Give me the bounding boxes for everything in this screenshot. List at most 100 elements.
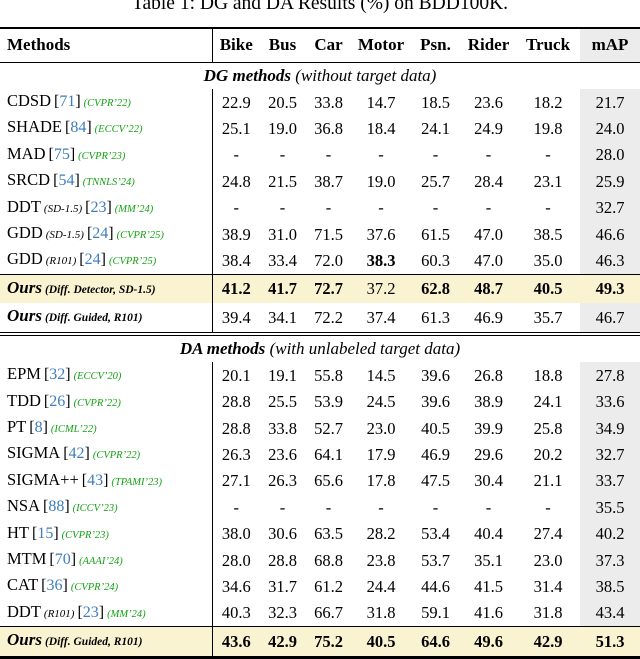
method-cell: GDD (SD-1.5) [24] (CVPR’25) [0, 221, 212, 247]
value-cell: 25.1 [211, 115, 260, 142]
value-cell: 23.0 [533, 550, 563, 570]
citation-link[interactable]: [75] [49, 146, 76, 163]
method-name: SIGMA [7, 443, 61, 463]
value-cell: 37.2 [352, 274, 410, 304]
value-cell: 40.3 [211, 599, 260, 627]
value-cell: 55.8 [314, 365, 343, 385]
table-row: CAT [36] (CVPR’24) 34.6 31.7 61.2 24.4 44.6 41.… [0, 573, 640, 600]
table-row: NSA [88] (ICCV’23) - - - - - - -35.5 [0, 494, 640, 521]
value-cell: 26.8 [474, 365, 503, 385]
citation-link[interactable]: [23] [77, 604, 104, 621]
method-cell: Ours (Diff. Guided, R101) [0, 303, 212, 332]
value-cell: - [325, 198, 332, 218]
bracket-close: ] [70, 551, 77, 569]
method-variant: (Diff. Guided, R101) [44, 636, 143, 649]
citation-number: 26 [49, 392, 66, 410]
citation-link[interactable]: [26] [44, 393, 71, 410]
bracket-open: [ [53, 172, 59, 190]
venue-label: (CVPR’25) [108, 256, 157, 268]
map-value-cell: 49.3 [580, 274, 640, 304]
citation-link[interactable]: [88] [43, 498, 70, 515]
citation-link[interactable]: [43] [82, 472, 109, 489]
bracket-close: ] [75, 93, 81, 110]
method-cell: MAD [75] (CVPR’23) [0, 142, 212, 168]
table-row: Ours (Diff. Guided, R101) 43.6 42.9 75.2 40.… [0, 627, 640, 658]
value-cell: 28.2 [366, 524, 396, 544]
value-cell: 18.2 [533, 92, 563, 112]
venue-label: (MM’24) [114, 203, 154, 215]
value-cell: 23.1 [533, 171, 563, 191]
method-name: MAD [7, 143, 46, 163]
method-cell: GDD (R101) [24] (CVPR’25) [0, 247, 212, 274]
method-name: NSA [7, 496, 41, 516]
table-row: Ours (Diff. Guided, R101) 39.4 34.1 72.2 37.… [0, 303, 640, 333]
method-name: SRCD [7, 170, 51, 190]
value-cell: 68.8 [314, 550, 343, 570]
citation-link[interactable]: [36] [41, 577, 68, 594]
table-row: MAD [75] (CVPR’23) - - - - - - -28.0 [0, 141, 640, 169]
value-cell: 60.3 [421, 250, 450, 270]
bracket-close: ] [100, 251, 106, 269]
value-cell: - [432, 145, 439, 165]
value-cell: 19.0 [366, 171, 396, 191]
map-value-cell: 32.7 [580, 194, 640, 222]
citation-number: 15 [37, 524, 54, 542]
method-name: PT [7, 417, 27, 437]
map-value-cell: 24.0 [580, 115, 640, 142]
value-cell: 40.5 [516, 274, 580, 304]
table-row: SRCD [54] (TNNLS’24) 24.8 21.5 38.7 19.0 25.7 2… [0, 168, 640, 195]
citation-number: 8 [34, 419, 43, 437]
table-row: HT [15] (CVPR’23) 38.0 30.6 63.5 28.2 53.4 40.4… [0, 520, 640, 548]
citation-link[interactable]: [24] [79, 251, 106, 268]
bracket-close: ] [62, 577, 68, 595]
value-cell: 24.4 [366, 576, 396, 596]
value-cell: 71.5 [314, 224, 343, 244]
value-cell: 20.2 [533, 444, 563, 464]
citation-number: 23 [82, 603, 99, 621]
bracket-open: [ [79, 251, 85, 269]
value-cell: 25.7 [421, 171, 450, 191]
table-row: DDT (SD-1.5) [23] (MM’24) - - - - - - -32.7 [0, 194, 640, 222]
venue-label: (CVPR’22) [83, 98, 131, 109]
citation-number: 71 [59, 93, 76, 110]
citation-link[interactable]: [8] [29, 419, 48, 436]
value-cell: 26.3 [268, 471, 297, 491]
table-row: MTM [70] (AAAI’24) 28.0 28.8 68.8 23.8 53.7 35.… [0, 547, 640, 574]
value-cell: - [432, 198, 439, 218]
citation-link[interactable]: [15] [32, 525, 59, 542]
bracket-open: [ [63, 445, 69, 463]
value-cell: 48.7 [461, 274, 516, 304]
citation-link[interactable]: [71] [54, 93, 81, 110]
section-header-row: DA methods (with unlabeled target data) [0, 336, 640, 363]
value-cell: 47.5 [421, 471, 450, 491]
value-cell: 35.1 [474, 550, 503, 570]
bracket-close: ] [42, 419, 48, 437]
citation-link[interactable]: [84] [65, 119, 92, 136]
citation-link[interactable]: [23] [85, 199, 112, 216]
method-variant: (SD-1.5) [45, 229, 84, 242]
citation-link[interactable]: [24] [87, 225, 114, 242]
value-cell: - [485, 145, 492, 165]
value-cell: 23.6 [268, 444, 297, 464]
value-cell: 25.8 [533, 418, 563, 438]
citation-link[interactable]: [32] [44, 366, 71, 383]
value-cell: 39.9 [474, 418, 503, 438]
method-cell: PT [8] (ICML’22) [0, 415, 212, 441]
value-cell: 46.9 [421, 444, 450, 464]
method-name: Ours [7, 630, 42, 650]
value-cell: 24.1 [533, 392, 563, 412]
bracket-open: [ [32, 524, 38, 542]
citation-link[interactable]: [70] [49, 551, 76, 568]
citation-number: 84 [70, 119, 87, 137]
bracket-open: [ [43, 392, 50, 410]
citation-link[interactable]: [42] [63, 445, 90, 462]
value-cell: 21.5 [268, 171, 297, 191]
method-cell: DDT (SD-1.5) [23] (MM’24) [0, 195, 212, 221]
value-cell: 37.6 [366, 224, 396, 244]
section-header-row: DG methods (without target data) [0, 63, 640, 90]
citation-link[interactable]: [54] [53, 172, 80, 189]
table-row: TDD [26] (CVPR’22) 28.8 25.5 53.9 24.5 39.6 38.… [0, 388, 640, 416]
method-name: SHADE [7, 117, 63, 137]
value-cell: 24.5 [366, 392, 396, 412]
venue-label: (ECCV’22) [94, 124, 143, 136]
